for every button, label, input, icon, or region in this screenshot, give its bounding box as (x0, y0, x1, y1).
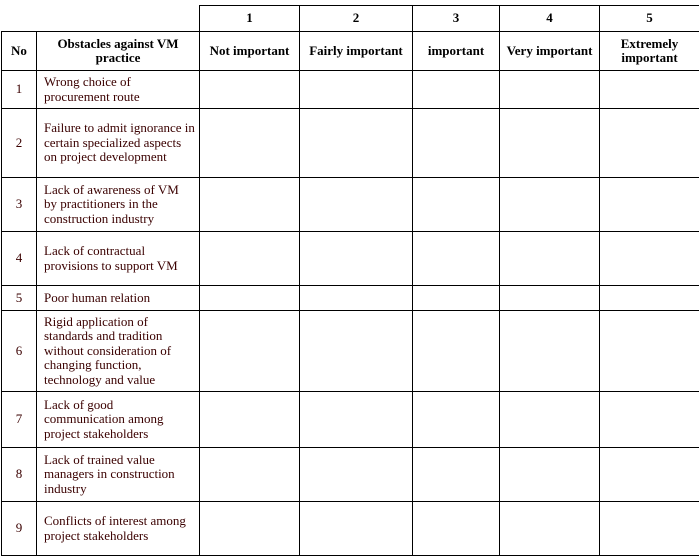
rating-cell[interactable] (599, 177, 699, 232)
table-row: 3 Lack of awareness of VM by practitioner… (1, 177, 699, 232)
rating-cell[interactable] (299, 391, 413, 448)
rating-cell[interactable] (599, 108, 699, 178)
rating-cell[interactable] (599, 501, 699, 556)
rating-cell[interactable] (199, 177, 300, 232)
scale-number: 4 (499, 5, 600, 32)
rating-cell[interactable] (299, 177, 413, 232)
rating-cell[interactable] (299, 285, 413, 311)
row-number: 5 (1, 285, 37, 311)
rating-cell[interactable] (199, 70, 300, 109)
obstacle-text: Conflicts of interest among project stak… (36, 501, 200, 556)
rating-cell[interactable] (199, 391, 300, 448)
rating-cell[interactable] (499, 70, 600, 109)
rating-cell[interactable] (199, 108, 300, 178)
scale-number: 2 (299, 5, 413, 32)
scale-label: Not important (199, 31, 300, 71)
rating-cell[interactable] (412, 177, 500, 232)
rating-cell[interactable] (599, 447, 699, 502)
scale-number-row: 1 2 3 4 5 (1, 5, 699, 32)
table-row: 9 Conflicts of interest among project sta… (1, 501, 699, 556)
rating-cell[interactable] (599, 310, 699, 392)
rating-cell[interactable] (499, 391, 600, 448)
rating-cell[interactable] (412, 108, 500, 178)
table-row: 5 Poor human relation (1, 285, 699, 311)
rating-cell[interactable] (199, 231, 300, 286)
rating-cell[interactable] (412, 501, 500, 556)
rating-cell[interactable] (299, 447, 413, 502)
obstacle-text: Lack of trained value managers in constr… (36, 447, 200, 502)
obstacles-header: Obstacles against VM practice (36, 31, 200, 71)
rating-cell[interactable] (299, 231, 413, 286)
rating-cell[interactable] (199, 285, 300, 311)
obstacle-text: Failure to admit ignorance in certain sp… (36, 108, 200, 178)
row-number: 8 (1, 447, 37, 502)
rating-cell[interactable] (299, 70, 413, 109)
scale-number: 5 (599, 5, 699, 32)
rating-cell[interactable] (412, 231, 500, 286)
vm-obstacles-table: 1 2 3 4 5 No Obstacles against VM practi… (1, 5, 699, 556)
table-row: 8 Lack of trained value managers in const… (1, 447, 699, 502)
rating-cell[interactable] (599, 231, 699, 286)
scale-label: important (412, 31, 500, 71)
rating-cell[interactable] (299, 108, 413, 178)
rating-cell[interactable] (599, 285, 699, 311)
table-row: 2 Failure to admit ignorance in certain s… (1, 108, 699, 178)
scale-number: 3 (412, 5, 500, 32)
obstacle-text: Lack of contractual provisions to suppor… (36, 231, 200, 286)
rating-cell[interactable] (412, 447, 500, 502)
rating-cell[interactable] (499, 501, 600, 556)
table-row: 6 Rigid application of standards and trad… (1, 310, 699, 392)
scale-number: 1 (199, 5, 300, 32)
table-row: 4 Lack of contractual provisions to suppo… (1, 231, 699, 286)
scale-label: Very important (499, 31, 600, 71)
rating-cell[interactable] (499, 231, 600, 286)
obstacle-text: Lack of good communication among project… (36, 391, 200, 448)
rating-cell[interactable] (499, 447, 600, 502)
obstacle-text: Rigid application of standards and tradi… (36, 310, 200, 392)
rating-cell[interactable] (412, 70, 500, 109)
rating-cell[interactable] (412, 285, 500, 311)
table-row: 7 Lack of good communication among projec… (1, 391, 699, 448)
scale-label: Fairly important (299, 31, 413, 71)
blank-cell (1, 5, 37, 32)
rating-cell[interactable] (199, 501, 300, 556)
row-number: 1 (1, 70, 37, 109)
rating-cell[interactable] (599, 391, 699, 448)
obstacle-text: Wrong choice of procurement route (36, 70, 200, 109)
rating-cell[interactable] (199, 310, 300, 392)
header-row: No Obstacles against VM practice Not imp… (1, 31, 699, 71)
rating-cell[interactable] (499, 177, 600, 232)
rating-cell[interactable] (499, 285, 600, 311)
rating-cell[interactable] (499, 108, 600, 178)
rating-cell[interactable] (299, 501, 413, 556)
rating-cell[interactable] (299, 310, 413, 392)
row-number: 3 (1, 177, 37, 232)
row-number: 9 (1, 501, 37, 556)
rating-cell[interactable] (599, 70, 699, 109)
obstacle-text: Lack of awareness of VM by practitioners… (36, 177, 200, 232)
row-number: 4 (1, 231, 37, 286)
rating-cell[interactable] (412, 310, 500, 392)
row-number: 2 (1, 108, 37, 178)
rating-cell[interactable] (412, 391, 500, 448)
row-number: 7 (1, 391, 37, 448)
blank-cell (36, 5, 200, 32)
rating-cell[interactable] (199, 447, 300, 502)
scale-label: Extremely important (599, 31, 699, 71)
table-row: 1 Wrong choice of procurement route (1, 70, 699, 109)
no-header: No (1, 31, 37, 71)
row-number: 6 (1, 310, 37, 392)
obstacle-text: Poor human relation (36, 285, 200, 311)
rating-cell[interactable] (499, 310, 600, 392)
